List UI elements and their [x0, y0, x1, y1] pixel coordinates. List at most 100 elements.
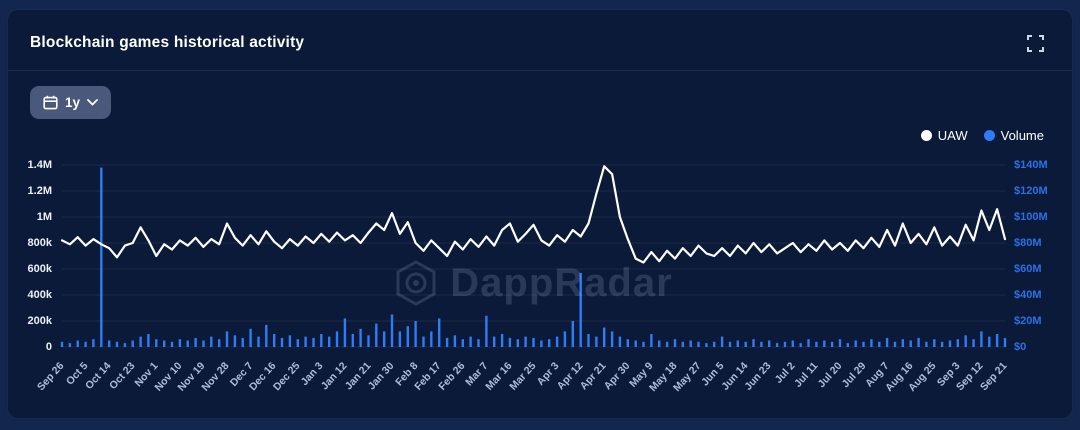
volume-bar[interactable] — [940, 341, 944, 347]
chart-plot[interactable] — [60, 164, 1007, 348]
volume-bar[interactable] — [634, 340, 637, 348]
volume-bar[interactable] — [320, 334, 323, 347]
volume-bar[interactable] — [68, 343, 72, 347]
volume-bar[interactable] — [516, 339, 519, 347]
volume-bar[interactable] — [477, 339, 480, 347]
volume-bar[interactable] — [870, 339, 873, 347]
volume-bar[interactable] — [650, 334, 653, 347]
volume-bar[interactable] — [218, 339, 221, 347]
volume-bar[interactable] — [304, 336, 307, 347]
volume-bar[interactable] — [838, 339, 842, 347]
volume-bar[interactable] — [249, 328, 252, 347]
volume-bar[interactable] — [1003, 337, 1007, 347]
volume-bar[interactable] — [123, 343, 127, 347]
volume-bar[interactable] — [548, 339, 551, 347]
volume-bar[interactable] — [100, 167, 103, 347]
volume-bar[interactable] — [980, 331, 983, 347]
volume-bar[interactable] — [673, 339, 677, 347]
volume-bar[interactable] — [359, 328, 362, 347]
volume-bar[interactable] — [995, 334, 999, 347]
volume-bar[interactable] — [233, 335, 237, 347]
volume-bar[interactable] — [115, 341, 119, 347]
volume-bar[interactable] — [791, 340, 794, 348]
volume-bar[interactable] — [815, 341, 818, 347]
volume-bar[interactable] — [783, 341, 787, 347]
volume-bar[interactable] — [689, 340, 692, 348]
volume-bar[interactable] — [202, 340, 205, 348]
volume-bar[interactable] — [445, 337, 449, 347]
volume-bar[interactable] — [846, 343, 849, 347]
volume-bar[interactable] — [697, 341, 700, 347]
volume-bar[interactable] — [885, 337, 889, 347]
legend-item-uaw[interactable]: UAW — [920, 128, 968, 143]
volume-bar[interactable] — [139, 336, 142, 347]
volume-bar[interactable] — [288, 335, 292, 347]
volume-bar[interactable] — [736, 340, 739, 348]
volume-bar[interactable] — [280, 337, 284, 347]
volume-bar[interactable] — [807, 339, 810, 347]
volume-bar[interactable] — [430, 331, 433, 347]
volume-bar[interactable] — [84, 341, 87, 347]
volume-bar[interactable] — [461, 339, 464, 347]
volume-bar[interactable] — [744, 341, 747, 347]
volume-bar[interactable] — [438, 318, 441, 347]
volume-bar[interactable] — [155, 339, 158, 347]
volume-bar[interactable] — [524, 336, 527, 347]
volume-bar[interactable] — [563, 331, 567, 347]
volume-bar[interactable] — [194, 337, 197, 347]
volume-bar[interactable] — [532, 337, 535, 347]
volume-bar[interactable] — [665, 341, 669, 347]
volume-bar[interactable] — [500, 334, 504, 347]
volume-bar[interactable] — [720, 336, 724, 347]
volume-bar[interactable] — [603, 327, 606, 348]
volume-bar[interactable] — [618, 336, 622, 347]
volume-bar[interactable] — [933, 339, 936, 347]
volume-bar[interactable] — [406, 326, 409, 347]
volume-bar[interactable] — [241, 337, 244, 347]
uaw-line[interactable] — [60, 165, 1007, 264]
volume-bar[interactable] — [210, 336, 213, 347]
volume-bar[interactable] — [186, 340, 189, 348]
volume-bar[interactable] — [626, 339, 629, 347]
volume-bar[interactable] — [485, 315, 488, 347]
volume-bar[interactable] — [390, 314, 394, 348]
volume-bar[interactable] — [92, 339, 95, 347]
volume-bar[interactable] — [453, 335, 457, 347]
volume-bar[interactable] — [878, 341, 881, 347]
volume-bar[interactable] — [768, 340, 771, 348]
volume-bar[interactable] — [469, 336, 472, 347]
volume-bar[interactable] — [862, 341, 865, 347]
volume-bar[interactable] — [170, 341, 174, 347]
volume-bar[interactable] — [830, 341, 834, 347]
volume-bar[interactable] — [398, 331, 402, 347]
volume-bar[interactable] — [752, 339, 755, 347]
volume-bar[interactable] — [775, 343, 779, 347]
volume-bar[interactable] — [760, 341, 763, 347]
volume-bar[interactable] — [681, 341, 684, 347]
volume-bar[interactable] — [658, 340, 661, 348]
volume-bar[interactable] — [571, 321, 574, 347]
volume-bar[interactable] — [823, 340, 826, 348]
volume-bar[interactable] — [108, 340, 111, 348]
volume-bar[interactable] — [273, 334, 276, 347]
volume-bar[interactable] — [705, 343, 708, 347]
volume-bar[interactable] — [493, 336, 496, 347]
volume-bar[interactable] — [225, 331, 229, 347]
expand-button[interactable] — [1024, 32, 1046, 54]
volume-bar[interactable] — [414, 321, 417, 347]
volume-bar[interactable] — [540, 340, 543, 348]
volume-bar[interactable] — [642, 341, 645, 347]
volume-bar[interactable] — [988, 336, 991, 347]
volume-bar[interactable] — [579, 272, 582, 347]
volume-bar[interactable] — [925, 341, 928, 347]
volume-bar[interactable] — [595, 336, 598, 347]
volume-bar[interactable] — [956, 339, 959, 347]
volume-bar[interactable] — [163, 340, 166, 348]
date-range-button[interactable]: 1y — [30, 86, 112, 119]
volume-bar[interactable] — [909, 340, 912, 348]
volume-bar[interactable] — [587, 334, 590, 347]
volume-bar[interactable] — [351, 334, 354, 347]
volume-bar[interactable] — [972, 339, 975, 347]
volume-bar[interactable] — [257, 336, 260, 347]
volume-bars[interactable] — [60, 167, 1007, 348]
